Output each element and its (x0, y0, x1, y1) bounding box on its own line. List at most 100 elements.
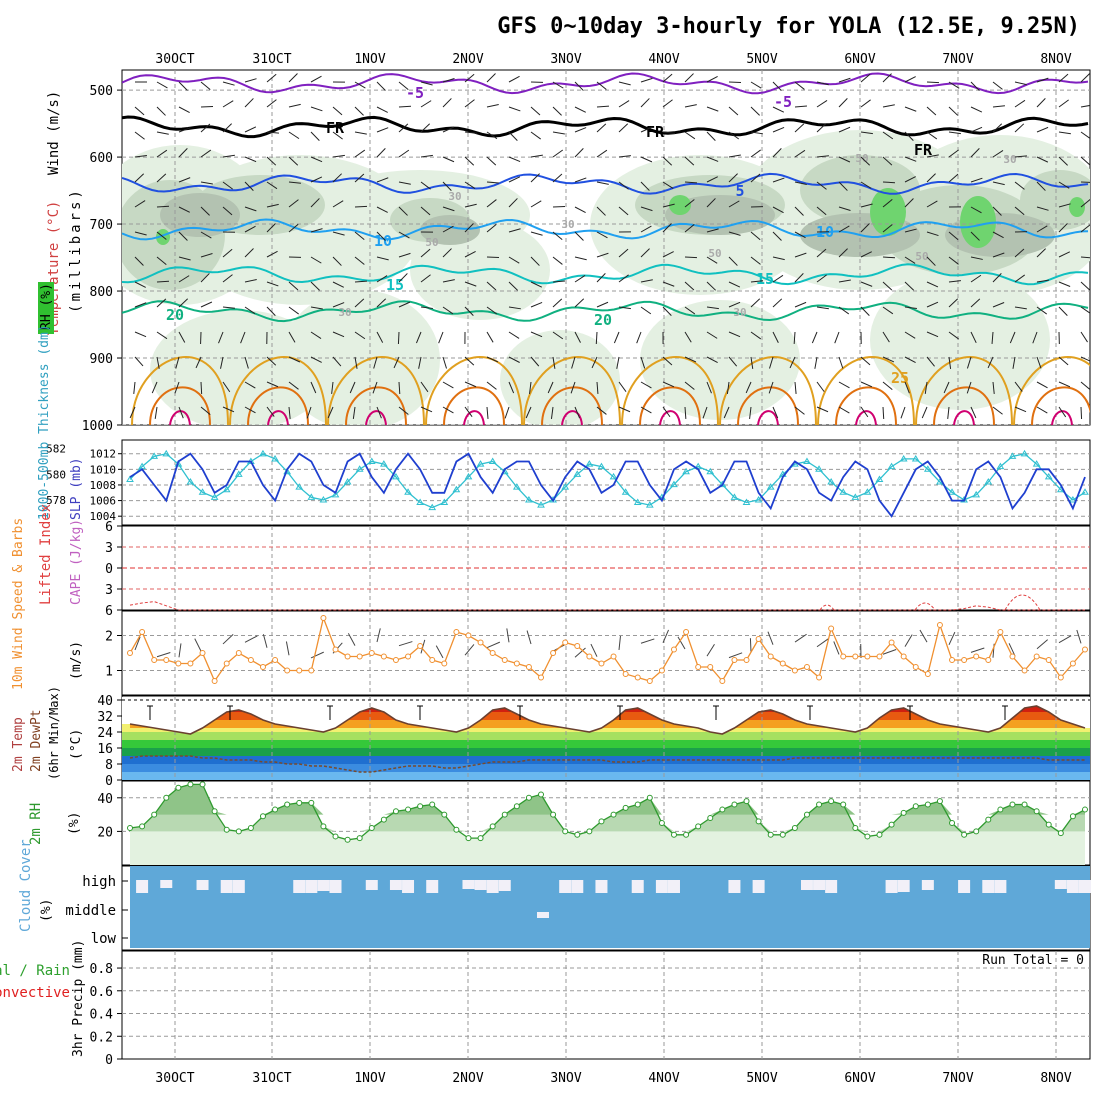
wind-barb (310, 381, 317, 394)
wind-barb (966, 356, 972, 369)
wind-barb (728, 256, 738, 266)
wind-barb (151, 381, 158, 394)
cloud-gap (571, 880, 584, 893)
wind-barb (1014, 123, 1025, 133)
wind10m-point (489, 650, 496, 656)
wind-barb (1036, 381, 1048, 389)
wind-barb (420, 406, 433, 413)
rh2m-point (695, 823, 702, 830)
wind-barb (373, 356, 378, 369)
cloud-gap (462, 880, 475, 889)
wind10m-point (525, 664, 532, 670)
wind-barb (530, 154, 543, 158)
wind-barb (948, 298, 959, 308)
rh2m-fill-dark (130, 784, 1085, 815)
wind-barb (266, 281, 279, 287)
wind-barb (332, 154, 345, 158)
wind-barb (156, 298, 167, 308)
rh2m-point (936, 798, 943, 805)
wind-barb (904, 76, 916, 83)
wind10m-point (1069, 660, 1076, 667)
wind10m-point (1082, 646, 1088, 653)
wind-barb (332, 256, 342, 266)
wind-barb (904, 381, 910, 394)
wind-barb (882, 181, 896, 184)
wind-barb (728, 200, 740, 208)
wind-barb (354, 205, 368, 208)
thickness-point (984, 478, 993, 485)
upper-wind-label: Wind (m/s) (46, 91, 62, 175)
wind-barb (992, 252, 1005, 258)
wind-barb (156, 131, 169, 135)
wind10m-barb (194, 638, 202, 652)
thickness-point (682, 467, 690, 475)
thickness-point (887, 462, 896, 470)
wind-barb (178, 81, 188, 91)
cloud-gap (595, 880, 608, 893)
wind-barb (508, 156, 521, 163)
date-label-top: 3NOV (550, 52, 581, 67)
wind-barb (1080, 198, 1090, 208)
wind-barb (129, 406, 136, 419)
stability-series (129, 594, 1085, 611)
wind-barb (442, 279, 455, 283)
wind10m-barb (285, 641, 290, 656)
wind10m-barb (262, 634, 268, 648)
bottom-date-axis: 30OCT 31OCT 1NOV 2NOV 3NOV 4NOV 5NOV 6NOV 7NOV 8N… (155, 1071, 1071, 1086)
isotherm-35 (267, 410, 289, 425)
wind-barb (1080, 306, 1090, 314)
pressure-units-label: (millibars) (68, 187, 84, 313)
thickness-point (875, 475, 884, 482)
wind-barb (618, 406, 631, 413)
tick-label: 3 (105, 583, 113, 598)
rh-core-region (669, 195, 691, 215)
cloud-gap (655, 880, 668, 893)
wind-barb (1080, 73, 1090, 83)
rh2m-point (574, 831, 581, 838)
wind-barb (1058, 203, 1071, 208)
wind-barb (376, 148, 386, 158)
wind-barb (310, 106, 323, 112)
wind-barb (530, 131, 541, 140)
wind-barb (486, 156, 497, 166)
isotherm-30 (443, 386, 505, 425)
thickness-point (428, 503, 437, 511)
thickness-label: 1000-500mb Thickness (dm) (37, 324, 52, 520)
wind-barb (266, 406, 275, 417)
wind-barb (574, 406, 581, 419)
wind10m-barb (134, 636, 141, 651)
wind-barb (398, 301, 411, 308)
wind-barb (288, 199, 299, 208)
wind-barb (222, 206, 233, 216)
chart-title: GFS 0~10day 3-hourly for YOLA (12.5E, 9.… (497, 14, 1080, 39)
wind-barb (904, 156, 917, 162)
wind-barb (310, 356, 322, 363)
rh2m-point (489, 823, 496, 830)
wind-barb (398, 273, 408, 283)
cloud-gap (305, 880, 318, 893)
wind-barb (706, 75, 718, 83)
wind-barb (200, 181, 213, 185)
wind10m-point (997, 629, 1004, 635)
tick-label: 0.8 (90, 962, 113, 977)
wind-barb (662, 281, 675, 287)
wind-barb (948, 106, 959, 116)
wind-barb (442, 356, 448, 369)
wind-barb (947, 406, 950, 419)
wind-barb (547, 381, 554, 394)
wind-barb (332, 200, 344, 208)
thickness-point (633, 498, 642, 505)
wind-barb (332, 106, 343, 116)
wind-barb (354, 256, 365, 265)
wind10m-barb (728, 652, 743, 659)
wind-barb (904, 256, 916, 264)
wind-barb (464, 250, 476, 258)
wind-barb (662, 181, 674, 189)
rh-legend-swatch (38, 282, 54, 334)
wind10m-barb (310, 651, 324, 659)
rh-dark-region (160, 193, 240, 237)
wind-barb (948, 131, 961, 135)
cloud-gap (921, 880, 934, 890)
wind-barb (948, 331, 960, 340)
wind-barb (1080, 181, 1090, 183)
